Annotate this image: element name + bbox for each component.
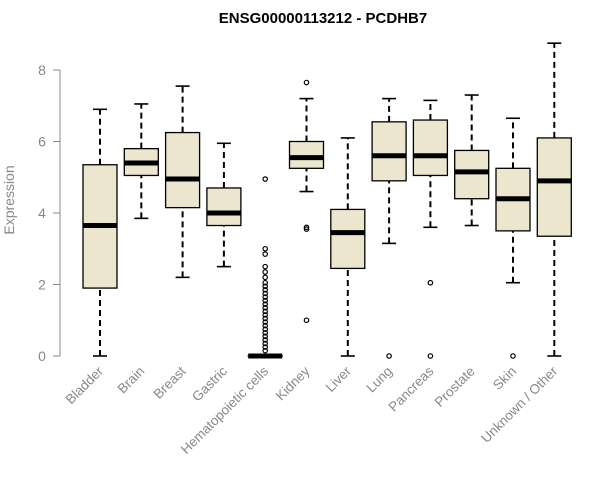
iqr-box — [330, 208, 366, 270]
outlier-point — [262, 297, 269, 304]
iqr-box — [536, 137, 572, 237]
x-category-label: Bladder — [63, 363, 107, 407]
iqr-box — [206, 187, 242, 227]
x-category-label: Lung — [363, 364, 395, 396]
outlier-point — [262, 176, 269, 182]
x-category-label: Liver — [323, 363, 355, 395]
box-brain — [123, 103, 159, 220]
outlier-point — [262, 251, 269, 257]
iqr-box — [288, 140, 325, 169]
box-series — [82, 42, 572, 359]
y-tick-label: 8 — [38, 62, 46, 78]
outlier-point — [262, 245, 269, 252]
outlier-point — [427, 353, 434, 359]
outlier-point — [262, 290, 269, 297]
outlier-point — [262, 329, 269, 336]
outlier-point — [262, 315, 269, 322]
outlier-point — [262, 263, 269, 270]
x-category-label: Brain — [115, 364, 148, 397]
box-unknown-other — [536, 42, 572, 357]
outlier-point — [262, 344, 269, 350]
outlier-point — [262, 287, 269, 293]
outlier-point — [262, 337, 269, 343]
y-tick-label: 2 — [38, 277, 46, 293]
outlier-point — [262, 347, 269, 354]
box-lung — [371, 97, 407, 359]
outlier-point — [386, 353, 392, 359]
box-gastric — [206, 142, 242, 268]
outlier-point — [510, 353, 516, 359]
outlier-point — [262, 340, 269, 347]
iqr-box — [412, 119, 449, 177]
box-skin — [495, 117, 531, 359]
outlier-point — [262, 312, 269, 318]
outlier-point — [262, 283, 269, 290]
outlier-point — [303, 79, 310, 86]
x-category-label: Unknown / Other — [478, 363, 561, 446]
iqr-box — [371, 121, 407, 182]
outlier-point — [262, 319, 269, 325]
box-pancreas — [412, 99, 449, 359]
outlier-point — [262, 269, 269, 275]
box-hematopoietic-cells — [247, 176, 283, 359]
outlier-point — [262, 326, 269, 332]
x-category-label: Kidney — [273, 363, 313, 403]
box-kidney — [288, 79, 325, 324]
iqr-box — [164, 131, 201, 209]
outlier-point — [262, 294, 269, 300]
outlier-point — [262, 308, 269, 315]
box-liver — [330, 137, 366, 357]
chart-title: ENSG00000113212 - PCDHB7 — [219, 10, 427, 27]
x-category-label: Pancreas — [386, 363, 437, 414]
box-breast — [164, 85, 201, 279]
box-prostate — [454, 94, 490, 227]
outlier-point — [303, 317, 310, 324]
outlier-point — [303, 226, 310, 232]
y-axis: 0 2 4 6 8 — [38, 62, 61, 364]
outlier-point — [262, 322, 269, 329]
outlier-point — [427, 279, 434, 286]
y-tick-label: 4 — [38, 205, 46, 221]
outlier-point — [262, 301, 269, 307]
y-tick-label: 6 — [38, 134, 46, 150]
outlier-point — [262, 333, 269, 340]
x-category-label: Breast — [151, 363, 189, 401]
x-category-label: Prostate — [432, 364, 478, 410]
outlier-point — [262, 279, 269, 286]
outlier-point — [303, 224, 310, 231]
x-category-label: Gastric — [189, 363, 230, 404]
y-tick-label: 0 — [38, 348, 46, 364]
y-axis-label: Expression — [1, 165, 17, 234]
iqr-box — [454, 149, 490, 200]
box-bladder — [82, 108, 118, 357]
outlier-point — [262, 274, 269, 281]
outlier-point — [262, 304, 269, 311]
x-category-label: Skin — [490, 364, 519, 393]
